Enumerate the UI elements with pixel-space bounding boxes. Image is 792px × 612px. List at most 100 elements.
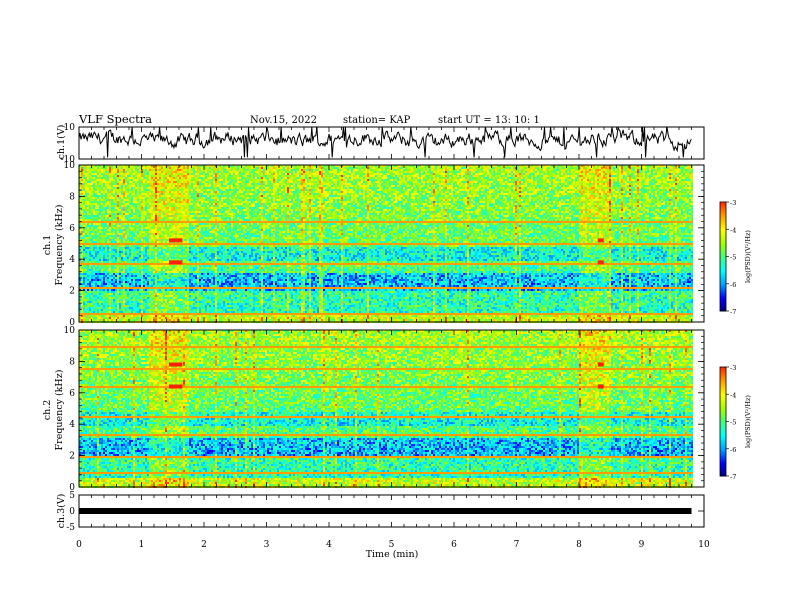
s1-cell [137,217,139,219]
s1-cell [131,237,133,239]
s1-cell [127,191,129,193]
s1-cell [83,281,85,283]
s1-cell [101,193,103,195]
s1-cell [147,209,149,211]
s1-cell [117,269,119,271]
s1-cell [143,251,145,253]
s1-cell [93,261,95,263]
s1-cell [93,237,95,239]
s1-cell [131,267,133,269]
s1-cell [123,261,125,263]
s1-cell [89,177,91,179]
s1-cell [143,241,145,243]
s1-cell [133,243,135,245]
s1-cell [135,293,137,295]
s1-cell [115,235,117,237]
s1-cell [133,261,135,263]
s1-cell [133,289,135,291]
s1-cell [115,191,117,193]
s1-cell [87,269,89,271]
s1-cell [121,189,123,191]
s1-cell [129,171,131,173]
s1-cell [85,307,87,309]
s1-cell [117,169,119,171]
s1-cell [129,243,131,245]
s1-cell [135,247,137,249]
s1-cell [83,193,85,195]
s1-cell [113,227,115,229]
s1-cell [89,189,91,191]
s1-cell [137,319,139,321]
s1-cell [145,309,147,311]
s1-cell [119,259,121,261]
s1-cell [137,189,139,191]
s1-cell [89,319,91,321]
s1-cell [129,275,131,277]
s1-cell [105,269,107,271]
s1-cell [111,197,113,199]
s1-cell [131,209,133,211]
s1-cell [83,231,85,233]
s1-cell [141,279,143,281]
s1-cell [117,259,119,261]
s1-cell [83,225,85,227]
s1-cell [109,183,111,185]
s1-cell [93,315,95,317]
s1-cell [101,173,103,175]
s1-cell [115,249,117,251]
s1-cell [143,307,145,309]
s1-cell [107,261,109,263]
s1-cell [101,205,103,207]
s1-cell [107,187,109,189]
s1-cell [87,319,89,321]
s1-cell [125,189,127,191]
s1-cell [131,201,133,203]
s1-cell [83,183,85,185]
s1-cell [131,249,133,251]
s1-cell [131,293,133,295]
s1-cell [111,167,113,169]
s1-cell [115,299,117,301]
s1-cell [89,205,91,207]
s1-cell [99,289,101,291]
s1-cell [129,253,131,255]
s1-cell [123,289,125,291]
s1-cell [95,311,97,313]
s1-cell [131,219,133,221]
s1-cell [99,173,101,175]
s1-cell [141,233,143,235]
s1-cell [83,201,85,203]
s1-cell [115,317,117,319]
s1-cell [83,237,85,239]
s1-cell [93,295,95,297]
s1-cell [125,295,127,297]
s1-cell [103,221,105,223]
s1-cell [91,311,93,313]
s1-cell [83,279,85,281]
s1-cell [109,247,111,249]
s1-cell [115,275,117,277]
s1-cell [93,303,95,305]
s1-cell [135,189,137,191]
s1-cell [111,211,113,213]
s1-cell [125,167,127,169]
s1-cell [139,217,141,219]
s1-cell [111,267,113,269]
s1-cell [111,317,113,319]
s1-cell [91,289,93,291]
s1-cell [121,311,123,313]
s1-cell [87,209,89,211]
s1-cell [145,299,147,301]
s1-cell [87,267,89,269]
s1-cell [113,233,115,235]
s1-cell [121,201,123,203]
s1-cell [97,211,99,213]
s1-cell [93,271,95,273]
s1-cell [131,285,133,287]
s1-cell [133,211,135,213]
s1-cell [83,191,85,193]
s1-cell [143,269,145,271]
s1-cell [133,227,135,229]
s1-cell [111,271,113,273]
s1-cell [119,285,121,287]
